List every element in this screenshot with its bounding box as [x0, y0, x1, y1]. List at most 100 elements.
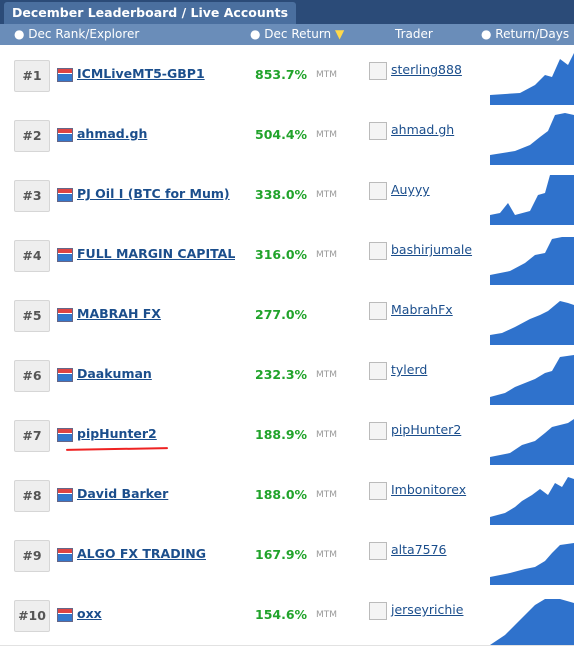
mtm-tag: MTM [316, 70, 338, 80]
rank-badge: #1 [14, 60, 50, 92]
account-icon [57, 428, 73, 442]
column-header[interactable]: ● Dec Return ▼ [250, 27, 345, 41]
top-bar: December Leaderboard / Live Accounts [0, 0, 574, 24]
leaderboard-row: #8 David Barker 188.0% MTM Imbonitorex [0, 465, 574, 526]
account-name-link[interactable]: David Barker [77, 486, 169, 501]
account-name-link[interactable]: ALGO FX TRADING [77, 546, 206, 561]
account-icon [57, 308, 73, 322]
mtm-tag: MTM [316, 550, 338, 560]
trader-link[interactable]: ahmad.gh [391, 122, 455, 137]
account-icon [57, 128, 73, 142]
return-value: 338.0% [255, 187, 308, 202]
column-headers: ● Dec Rank/Explorer ● Dec Return ▼ Trade… [0, 24, 574, 45]
mtm-tag: MTM [316, 250, 338, 260]
sparkline-area [490, 301, 574, 345]
sparkline [490, 237, 574, 285]
sparkline [490, 599, 574, 645]
leaderboard-row: #2 ahmad.gh 504.4% MTM ahmad.gh [0, 105, 574, 166]
account-name-link[interactable]: FULL MARGIN CAPITAL [77, 246, 235, 261]
column-header[interactable]: ● Dec Rank/Explorer [14, 27, 140, 41]
trader-link[interactable]: Auyyy [391, 182, 430, 197]
sparkline [490, 53, 574, 105]
column-header-text: Dec Rank/Explorer [28, 27, 140, 41]
account-icon [57, 488, 73, 502]
trader-avatar[interactable] [369, 482, 387, 500]
column-header[interactable]: ● Return/Days [481, 27, 570, 41]
sparkline-area [490, 237, 574, 285]
account-name-link[interactable]: PJ Oil I (BTC for Mum) [77, 186, 230, 201]
trader-link[interactable]: pipHunter2 [391, 422, 462, 437]
sparkline [490, 113, 574, 165]
account-icon [57, 188, 73, 202]
sparkline [490, 355, 574, 405]
leaderboard-row: #7 pipHunter2 188.9% MTM pipHunter2 [0, 405, 574, 466]
mtm-tag: MTM [316, 610, 338, 620]
account-icon [57, 608, 73, 622]
tab-title[interactable]: December Leaderboard / Live Accounts [4, 2, 297, 24]
mtm-tag: MTM [316, 190, 338, 200]
leaderboard-row: #1 ICMLiveMT5-GBP1 853.7% MTM sterling888 [0, 45, 574, 106]
leaderboard-row: #4 FULL MARGIN CAPITAL 316.0% MTM bashirjuma… [0, 225, 574, 286]
return-value: 504.4% [255, 127, 308, 142]
return-value: 188.0% [255, 487, 308, 502]
column-header-text: Return/Days [495, 27, 570, 41]
trader-link[interactable]: Imbonitorex [391, 482, 467, 497]
trader-link[interactable]: jerseyrichie [391, 602, 464, 617]
rank-badge: #8 [14, 480, 50, 512]
return-value: 316.0% [255, 247, 308, 262]
sparkline-area [490, 419, 574, 465]
sparkline [490, 543, 574, 585]
rank-badge: #7 [14, 420, 50, 452]
return-value: 853.7% [255, 67, 308, 82]
trader-avatar[interactable] [369, 122, 387, 140]
trader-link[interactable]: MabrahFx [391, 302, 453, 317]
return-value: 232.3% [255, 367, 308, 382]
trader-avatar[interactable] [369, 182, 387, 200]
account-icon [57, 548, 73, 562]
account-icon [57, 68, 73, 82]
mtm-tag: MTM [316, 130, 338, 140]
account-icon [57, 368, 73, 382]
rank-badge: #4 [14, 240, 50, 272]
trader-avatar[interactable] [369, 542, 387, 560]
trader-avatar[interactable] [369, 602, 387, 620]
trader-link[interactable]: tylerd [391, 362, 428, 377]
trader-link[interactable]: bashirjumale [391, 242, 473, 257]
trader-avatar[interactable] [369, 422, 387, 440]
sparkline-area [490, 543, 574, 585]
trader-avatar[interactable] [369, 62, 387, 80]
leaderboard-row: #3 PJ Oil I (BTC for Mum) 338.0% MTM Auyyy [0, 165, 574, 226]
trader-avatar[interactable] [369, 242, 387, 260]
trader-link[interactable]: sterling888 [391, 62, 462, 77]
return-value: 167.9% [255, 547, 308, 562]
sparkline-area [490, 599, 574, 645]
sparkline-area [490, 53, 574, 105]
rank-badge: #5 [14, 300, 50, 332]
account-icon [57, 248, 73, 262]
account-name-link[interactable]: ahmad.gh [77, 126, 148, 141]
mtm-tag: MTM [316, 430, 338, 440]
sparkline [490, 419, 574, 465]
account-name-link[interactable]: ICMLiveMT5-GBP1 [77, 66, 205, 81]
column-header-text: Dec Return [264, 27, 332, 41]
account-name-link[interactable]: Daakuman [77, 366, 152, 381]
sparkline-area [490, 113, 574, 165]
leaderboard-row: #10 oxx 154.6% MTM jerseyrichie [0, 585, 574, 646]
account-name-link[interactable]: pipHunter2 [77, 426, 157, 441]
account-name-link[interactable]: oxx [77, 606, 102, 621]
trader-avatar[interactable] [369, 362, 387, 380]
sparkline [490, 477, 574, 525]
trader-avatar[interactable] [369, 302, 387, 320]
account-name-link[interactable]: MABRAH FX [77, 306, 161, 321]
trader-link[interactable]: alta7576 [391, 542, 447, 557]
sparkline-area [490, 355, 574, 405]
return-value: 154.6% [255, 607, 308, 622]
rank-badge: #9 [14, 540, 50, 572]
mtm-tag: MTM [316, 370, 338, 380]
column-header: Trader [395, 27, 433, 41]
sparkline-area [490, 175, 574, 225]
annotation-underline [65, 447, 169, 451]
rank-badge: #2 [14, 120, 50, 152]
leaderboard-row: #5 MABRAH FX 277.0% MabrahFx [0, 285, 574, 346]
